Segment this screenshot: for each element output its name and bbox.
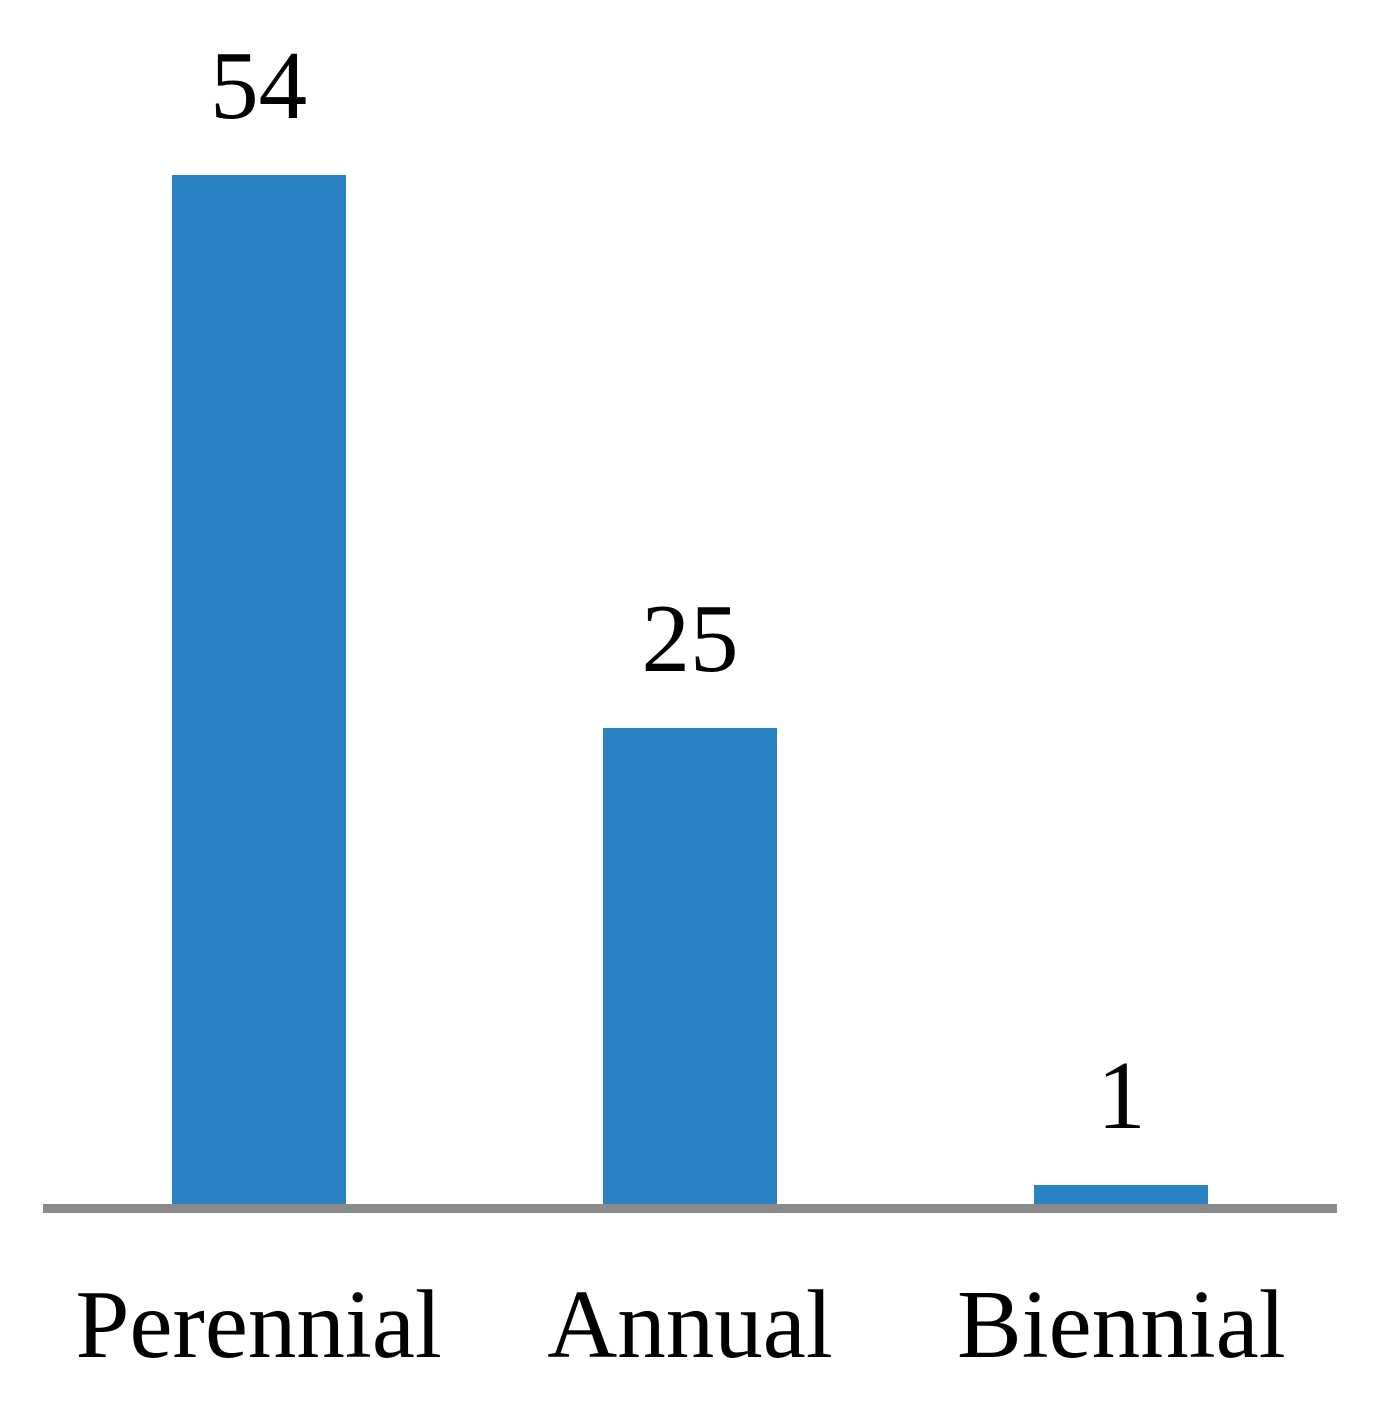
bar xyxy=(171,175,346,1204)
bar xyxy=(603,728,777,1204)
bar-value-label: 25 xyxy=(641,585,739,692)
category-label: Annual xyxy=(547,1271,833,1378)
category-label: Biennial xyxy=(957,1271,1286,1378)
bar-value-label: 1 xyxy=(1097,1042,1146,1149)
bar xyxy=(1034,1185,1209,1204)
category-label: Perennial xyxy=(75,1271,442,1378)
x-axis-line xyxy=(43,1204,1337,1213)
bar-value-label: 54 xyxy=(210,32,308,139)
